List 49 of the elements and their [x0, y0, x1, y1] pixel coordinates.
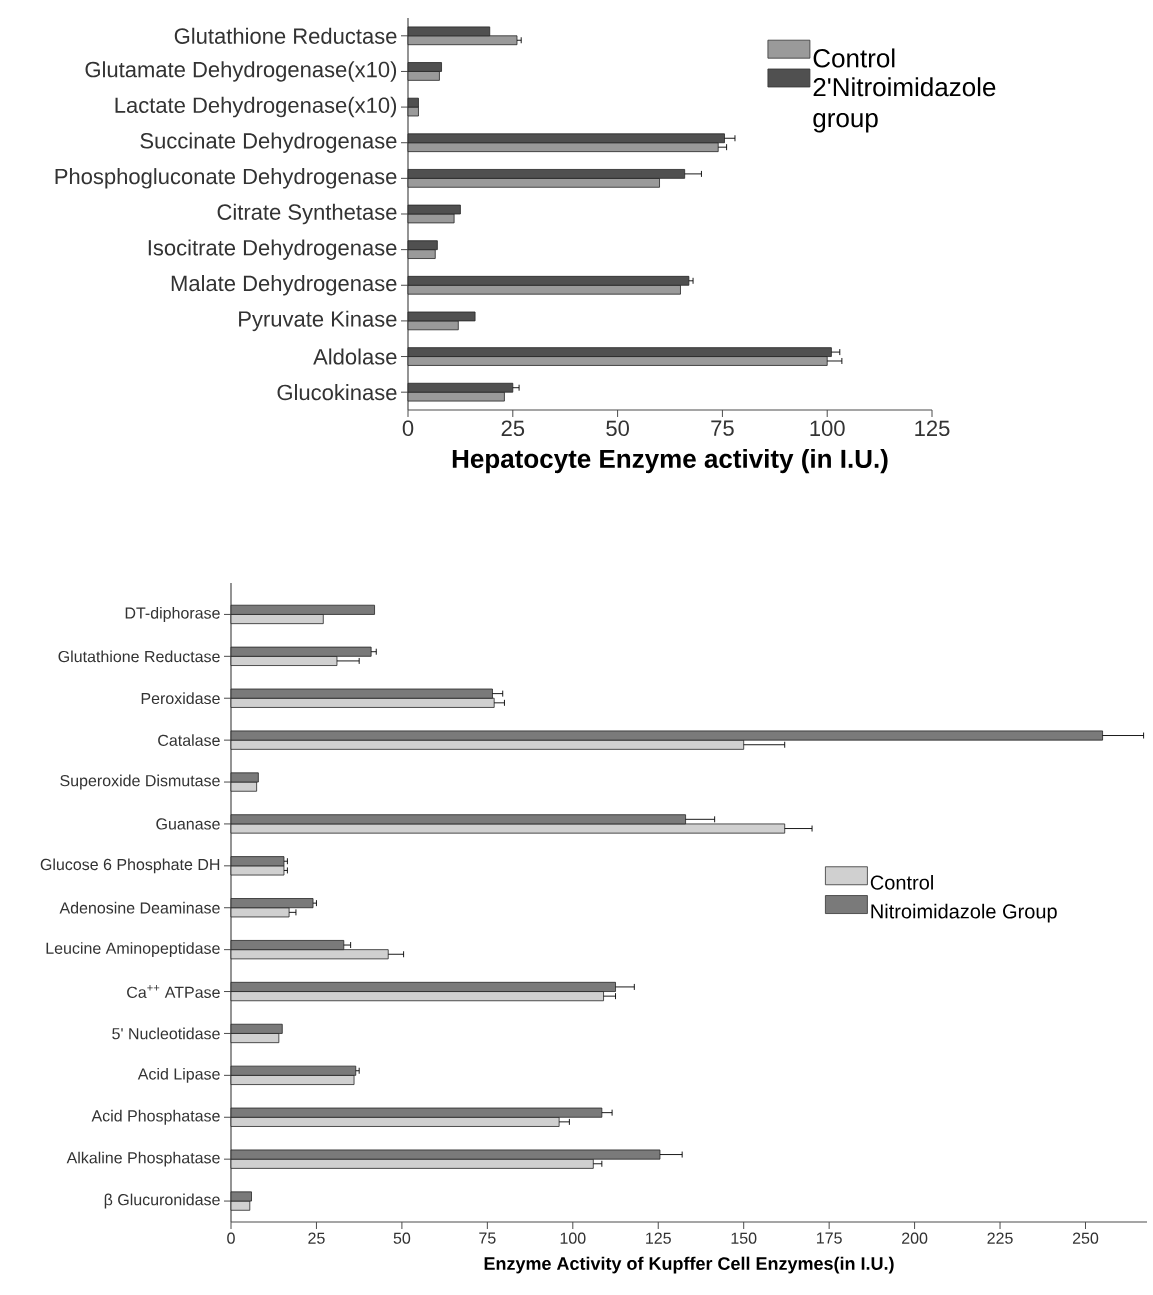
- x-tick-label: 125: [646, 1232, 671, 1244]
- y-tick-label: DT-diphorase: [125, 606, 220, 622]
- x-tick-label: 25: [308, 1232, 325, 1244]
- y-tick-label: β Glucuronidase: [104, 1193, 220, 1209]
- y-tick-label: Leucine Aminopeptidase: [46, 942, 220, 958]
- legend-label: Control: [870, 875, 933, 890]
- y-tick-label: Guanase: [156, 818, 220, 830]
- x-tick-label: 200: [902, 1232, 928, 1244]
- x-axis-title: Hepatocyte Enzyme activity (in I.U.): [452, 448, 888, 474]
- x-tick-label: 100: [560, 1232, 586, 1244]
- y-tick-label: Glutathione Reductase: [58, 650, 220, 663]
- legend-label: Nitroimidazole Group: [871, 903, 1057, 923]
- x-axis-title: Enzyme Activity of Kupffer Cell Enzymes(in I.U.): [484, 1256, 894, 1274]
- y-tick-label: Glucose 6 Phosphate DH: [40, 858, 220, 874]
- y-tick-label: Ca$^{++}$ ATPase: [127, 985, 220, 998]
- x-tick-label: 75: [479, 1232, 496, 1244]
- x-tick-label: 175: [817, 1232, 842, 1244]
- y-tick-label: Glucokinase: [277, 384, 397, 401]
- legend-label: 2'Nitroimidazole group: [813, 77, 996, 133]
- x-tick-label: 50: [393, 1232, 411, 1244]
- x-tick-label: 50: [606, 420, 629, 437]
- x-tick-label: 225: [987, 1232, 1013, 1244]
- y-tick-label: 5' Nucleotidase: [112, 1027, 220, 1040]
- y-tick-label: Citrate Synthetase: [217, 203, 397, 225]
- legend-label: Control: [813, 48, 895, 68]
- y-tick-label: Adenosine Deaminase: [59, 901, 220, 914]
- y-tick-label: Catalase: [158, 734, 220, 747]
- x-tick-label: 0: [402, 420, 414, 437]
- x-tick-label: 25: [501, 420, 525, 437]
- y-tick-label: Aldolase: [313, 348, 397, 365]
- y-tick-label: Succinate Dehydrogenase: [140, 132, 397, 153]
- y-tick-label: Peroxidase: [141, 692, 220, 705]
- y-tick-label: Phosphogluconate Dehydrogenase: [55, 168, 397, 189]
- y-tick-label: Lactate Dehydrogenase(x10): [115, 96, 397, 118]
- y-tick-label: Malate Dehydrogenase: [171, 275, 397, 296]
- y-tick-label: Acid Phosphatase: [91, 1109, 220, 1125]
- y-tick-label: Alkaline Phosphatase: [66, 1151, 220, 1167]
- y-tick-label: Acid Lipase: [137, 1067, 220, 1083]
- y-tick-label: Glutathione Reductase: [174, 27, 397, 44]
- x-tick-label: 250: [1072, 1232, 1099, 1244]
- x-tick-label: 100: [810, 420, 845, 437]
- y-tick-label: Glutamate Dehydrogenase(x10): [85, 61, 397, 82]
- x-tick-label: 125: [915, 420, 950, 437]
- x-tick-label: 0: [227, 1232, 235, 1244]
- y-tick-label: Pyruvate Kinase: [239, 310, 397, 332]
- x-tick-label: 150: [731, 1232, 757, 1244]
- y-tick-label: Superoxide Dismutase: [60, 774, 220, 790]
- y-tick-label: Isocitrate Dehydrogenase: [148, 239, 397, 260]
- x-tick-label: 75: [711, 420, 734, 436]
